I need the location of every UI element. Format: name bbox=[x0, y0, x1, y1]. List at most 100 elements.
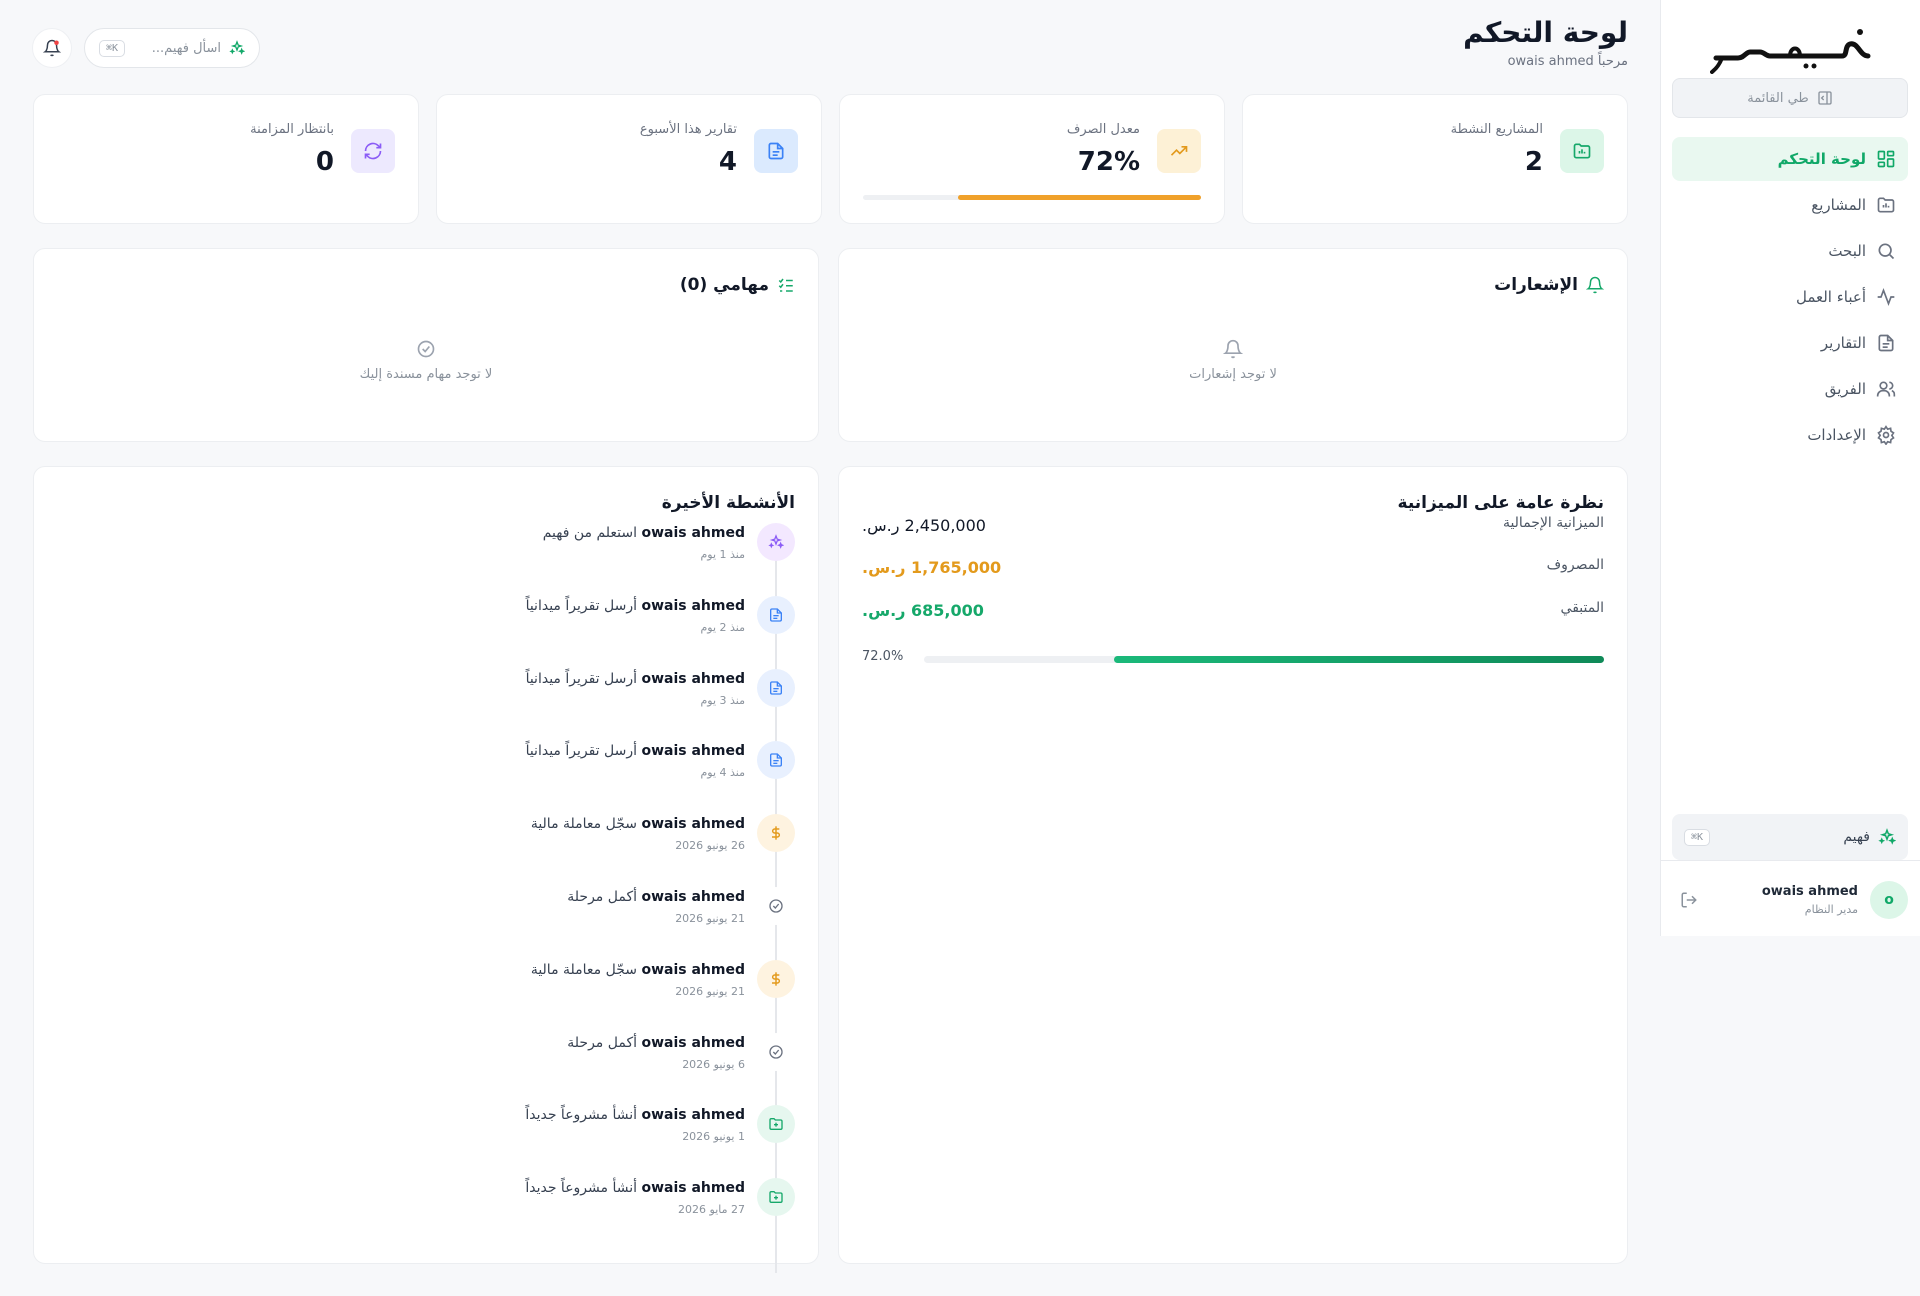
collapse-label: طي القائمة bbox=[1747, 90, 1809, 106]
activity-item[interactable]: owais ahmed سجّل معاملة مالية 26 يونيو 20… bbox=[57, 814, 795, 874]
gear-icon bbox=[1877, 425, 1895, 445]
activity-user: owais ahmed bbox=[641, 670, 745, 687]
folder-icon bbox=[1877, 197, 1895, 213]
user-name: owais ahmed bbox=[1761, 884, 1858, 899]
sidebar-item-settings[interactable]: الإعدادات bbox=[1672, 413, 1908, 457]
budget-spent-value: 1,765,000 ر.س. bbox=[862, 558, 1002, 577]
activity-time: 26 يونيو 2026 bbox=[675, 839, 745, 853]
section-title-text: مهامي (0) bbox=[679, 275, 769, 295]
activity-time: منذ 3 يوم bbox=[700, 693, 745, 707]
sidebar-nav: لوحة التحكم المشاريع البحث أعباء العمل ا… bbox=[1672, 137, 1908, 459]
activity-icon bbox=[1877, 287, 1895, 307]
activity-item[interactable]: owais ahmed أنشأ مشروعاً جديداً 1 يونيو 2… bbox=[57, 1105, 795, 1165]
activity-time: منذ 2 يوم bbox=[700, 620, 745, 634]
my-tasks-panel: مهامي (0) لا توجد مهام مسندة إليك bbox=[33, 248, 819, 442]
activity-item[interactable]: owais ahmed أرسل تقريراً ميدانياً منذ 2 ي… bbox=[57, 595, 795, 656]
sidebar-item-reports[interactable]: التقارير bbox=[1672, 321, 1908, 365]
avatar[interactable]: o bbox=[1870, 881, 1908, 919]
assistant-button[interactable]: فهيم ⌘K bbox=[1672, 814, 1908, 860]
stat-value: 2 bbox=[1524, 147, 1543, 177]
notifications-panel: الإشعارات لا توجد إشعارات bbox=[838, 248, 1628, 442]
activity-item[interactable]: owais ahmed أرسل تقريراً ميدانياً منذ 4 ي… bbox=[57, 741, 795, 801]
trending-up-icon bbox=[1157, 129, 1201, 173]
activity-text: owais ahmed سجّل معاملة مالية bbox=[531, 816, 745, 832]
collapse-sidebar-button[interactable]: طي القائمة bbox=[1672, 78, 1908, 118]
budget-percent: 72.0% bbox=[862, 649, 904, 664]
recent-activity-panel: الأنشطة الأخيرة owais ahmed استعلم من فه… bbox=[33, 466, 819, 1273]
activity-user: owais ahmed bbox=[641, 816, 745, 833]
dollar-icon bbox=[757, 959, 795, 998]
activity-time: 21 يونيو 2026 bbox=[675, 912, 745, 925]
welcome-text: مرحباً owais ahmed bbox=[1507, 54, 1628, 69]
ask-fahim-input[interactable]: اسأل فهيم... ⌘K bbox=[84, 28, 260, 68]
document-icon bbox=[757, 668, 795, 707]
stat-card-active-projects: المشاريع النشطة 2 bbox=[1242, 94, 1628, 224]
dollar-icon bbox=[757, 814, 795, 853]
list-check-icon bbox=[778, 278, 793, 292]
bell-icon bbox=[1586, 276, 1604, 294]
ask-placeholder: اسأل فهيم... bbox=[151, 40, 221, 56]
panel-collapse-icon bbox=[1818, 91, 1832, 105]
refresh-icon bbox=[351, 129, 395, 173]
sidebar: طي القائمة لوحة التحكم المشاريع البحث أع… bbox=[1660, 0, 1920, 936]
activity-time: 1 يونيو 2026 bbox=[682, 1130, 745, 1144]
activity-title: الأنشطة الأخيرة bbox=[661, 493, 795, 513]
activity-item[interactable]: owais ahmed أكمل مرحلة 6 يونيو 2026 bbox=[57, 1032, 795, 1093]
activity-text: owais ahmed أرسل تقريراً ميدانياً bbox=[526, 671, 745, 687]
stat-card-spend-rate: معدل الصرف 72% bbox=[839, 94, 1225, 224]
budget-remaining-value: 685,000 ر.س. bbox=[862, 601, 984, 620]
sidebar-item-dashboard[interactable]: لوحة التحكم bbox=[1672, 137, 1908, 181]
activity-action: استعلم من فهيم bbox=[542, 525, 638, 541]
activity-item[interactable]: owais ahmed أكمل مرحلة 21 يونيو 2026 bbox=[57, 887, 795, 947]
sparkle-icon bbox=[1878, 828, 1896, 845]
activity-action: أنشأ مشروعاً جديداً bbox=[525, 1107, 638, 1124]
spend-progress-fill bbox=[957, 195, 1201, 200]
sidebar-item-label: التقارير bbox=[1820, 334, 1866, 352]
sidebar-item-team[interactable]: الفريق bbox=[1672, 367, 1908, 411]
activity-item[interactable]: owais ahmed سجّل معاملة مالية 21 يونيو 20… bbox=[57, 959, 795, 1020]
assistant-shortcut: ⌘K bbox=[1684, 828, 1711, 846]
stat-value: 4 bbox=[718, 147, 737, 177]
stat-label: تقارير هذا الأسبوع bbox=[639, 122, 737, 137]
folder-chart-icon bbox=[1560, 129, 1604, 173]
activity-item[interactable]: owais ahmed أرسل تقريراً ميدانياً منذ 3 ي… bbox=[57, 668, 795, 729]
document-icon bbox=[757, 741, 795, 780]
activity-item[interactable]: owais ahmed استعلم من فهيم منذ 1 يوم bbox=[57, 523, 795, 583]
activity-time: منذ 4 يوم bbox=[700, 766, 745, 780]
dashboard-icon bbox=[1877, 150, 1895, 168]
sidebar-item-search[interactable]: البحث bbox=[1672, 229, 1908, 273]
ask-shortcut: ⌘K bbox=[99, 39, 126, 57]
activity-text: owais ahmed أرسل تقريراً ميدانياً bbox=[526, 598, 745, 614]
activity-time: 27 مايو 2026 bbox=[678, 1203, 745, 1217]
fahim-logo bbox=[1710, 14, 1872, 74]
activity-action: أرسل تقريراً ميدانياً bbox=[525, 670, 638, 687]
activity-action: أكمل مرحلة bbox=[567, 1034, 638, 1051]
file-icon bbox=[1878, 334, 1894, 352]
activity-user: owais ahmed bbox=[641, 1180, 745, 1197]
stat-label: المشاريع النشطة bbox=[1450, 122, 1543, 137]
tasks-empty: لا توجد مهام مسندة إليك bbox=[34, 339, 818, 382]
page-title: لوحة التحكم bbox=[1463, 16, 1628, 49]
activity-text: owais ahmed أكمل مرحلة bbox=[567, 1035, 745, 1051]
sidebar-item-workloads[interactable]: أعباء العمل bbox=[1672, 275, 1908, 319]
activity-action: أرسل تقريراً ميدانياً bbox=[525, 743, 638, 760]
activity-time: 21 يونيو 2026 bbox=[675, 984, 745, 998]
activity-action: سجّل معاملة مالية bbox=[530, 816, 638, 833]
activity-item[interactable]: owais ahmed أنشأ مشروعاً جديداً 27 مايو 2… bbox=[57, 1178, 795, 1238]
activity-text: owais ahmed سجّل معاملة مالية bbox=[531, 962, 745, 978]
activity-user: owais ahmed bbox=[641, 743, 745, 760]
activity-action: سجّل معاملة مالية bbox=[530, 961, 638, 978]
sidebar-item-label: الفريق bbox=[1824, 380, 1866, 398]
logout-icon[interactable] bbox=[1680, 891, 1698, 909]
activity-user: owais ahmed bbox=[641, 1107, 745, 1124]
activity-text: owais ahmed أنشأ مشروعاً جديداً bbox=[525, 1107, 745, 1123]
user-role: مدير النظام bbox=[1804, 903, 1858, 916]
check-circle-icon bbox=[757, 1032, 795, 1071]
budget-spent-label: المصروف bbox=[1546, 557, 1604, 573]
activity-text: owais ahmed أرسل تقريراً ميدانياً bbox=[526, 743, 745, 759]
activity-user: owais ahmed bbox=[641, 525, 745, 541]
sidebar-item-projects[interactable]: المشاريع bbox=[1672, 183, 1908, 227]
folder-plus-icon bbox=[757, 1105, 795, 1144]
notifications-button[interactable] bbox=[32, 28, 72, 68]
tasks-title: مهامي (0) bbox=[680, 275, 795, 295]
